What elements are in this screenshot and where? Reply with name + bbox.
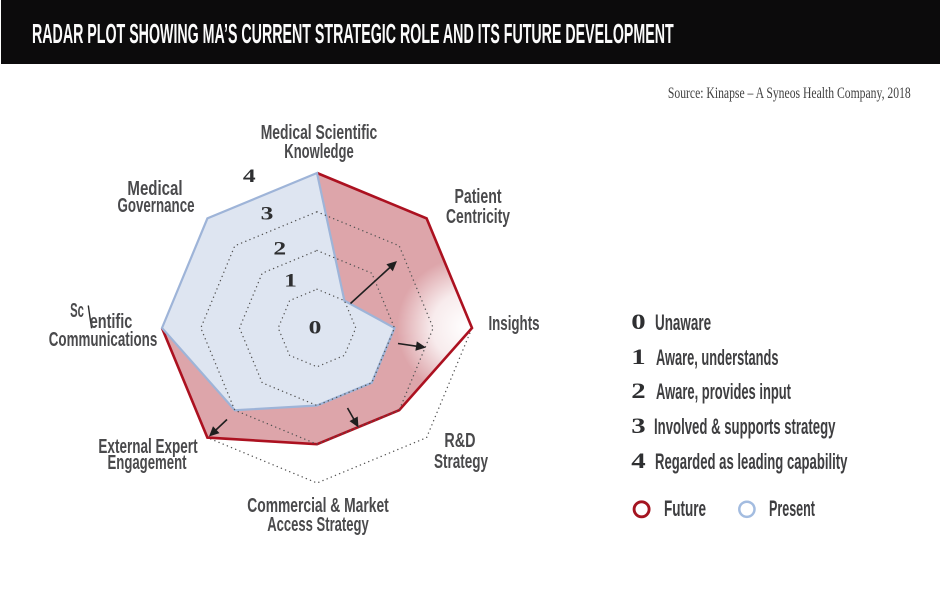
svg-text:2: 2: [273, 238, 286, 259]
svg-text:0: 0: [309, 317, 322, 338]
svg-text:3: 3: [261, 203, 274, 224]
svg-text:4: 4: [243, 165, 256, 186]
svg-text:1: 1: [284, 270, 297, 291]
